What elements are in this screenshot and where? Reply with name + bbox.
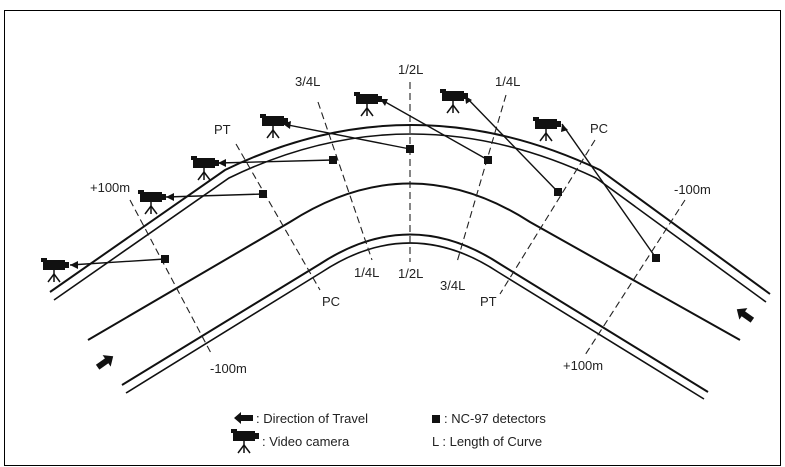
cable-2 (165, 193, 264, 198)
section-line-pt-pc-left (235, 143, 321, 291)
cable-arrow-7 (561, 124, 568, 132)
cable-arrow-2 (166, 193, 174, 201)
cable-1 (69, 258, 166, 266)
legend-detector-icon (432, 415, 440, 423)
travel-direction-arrow-icon (95, 355, 114, 370)
legend-direction-text: : Direction of Travel (256, 411, 368, 426)
label-pc-left-bottom: PC (322, 294, 340, 309)
cable-7 (561, 123, 657, 259)
video-camera-icon (353, 91, 383, 117)
detector-square-icon (554, 188, 562, 196)
section-line-minus100-plus100-right (584, 199, 686, 356)
label-pt-right-bottom: PT (480, 294, 497, 309)
label-pc-right: PC (590, 121, 608, 136)
video-camera-icon (40, 257, 70, 283)
label-half-top: 1/2L (398, 62, 423, 77)
legend-camera-text: : Video camera (262, 434, 350, 449)
label-minus100-right: -100m (674, 182, 711, 197)
section-line-pc-pt-right (499, 139, 596, 295)
cable-arrow-1 (70, 261, 78, 269)
cable-6 (464, 95, 559, 193)
label-pt-left: PT (214, 122, 231, 137)
cable-4 (282, 123, 411, 150)
video-camera-icon (137, 189, 167, 215)
travel-direction-arrow-icon (736, 308, 755, 323)
cable-5 (379, 98, 489, 161)
detector-square-icon (484, 156, 492, 164)
legend-detector-text: : NC-97 detectors (444, 411, 546, 426)
legend: : Direction of Travel : Video camera : N… (230, 411, 546, 454)
label-plus100-right-bottom: +100m (563, 358, 603, 373)
label-q14-left-bottom: 1/4L (354, 265, 379, 280)
section-line-q34-q14-left (317, 101, 373, 261)
road-center-line (87, 182, 741, 341)
section-line-plus100-left (129, 199, 213, 356)
label-minus100-left-bottom: -100m (210, 361, 247, 376)
road-top-edge-outer (49, 124, 771, 295)
label-q14-right: 1/4L (495, 74, 520, 89)
road-bottom-edge-inner (125, 242, 705, 400)
section-line-q14-q34-right (456, 94, 507, 263)
label-q34-bottom: 3/4L (440, 278, 465, 293)
detector-square-icon (406, 145, 414, 153)
label-half-bottom: 1/2L (398, 266, 423, 281)
cable-arrow-4 (283, 121, 291, 129)
label-q34-left: 3/4L (295, 74, 320, 89)
video-camera-icon (439, 88, 469, 114)
video-camera-icon (532, 116, 562, 142)
detector-square-icon (161, 255, 169, 263)
road-bottom-edge-outer (121, 233, 709, 393)
cable-3 (217, 159, 334, 164)
video-camera-icon (259, 113, 289, 139)
diagram-frame (4, 10, 781, 466)
legend-arrow-icon (234, 412, 253, 424)
cable-arrow-3 (218, 159, 226, 167)
legend-length-text: L : Length of Curve (432, 434, 542, 449)
legend-camera-icon (230, 428, 260, 454)
detector-square-icon (259, 190, 267, 198)
detector-square-icon (652, 254, 660, 262)
detector-square-icon (329, 156, 337, 164)
label-plus100-left: +100m (90, 180, 130, 195)
